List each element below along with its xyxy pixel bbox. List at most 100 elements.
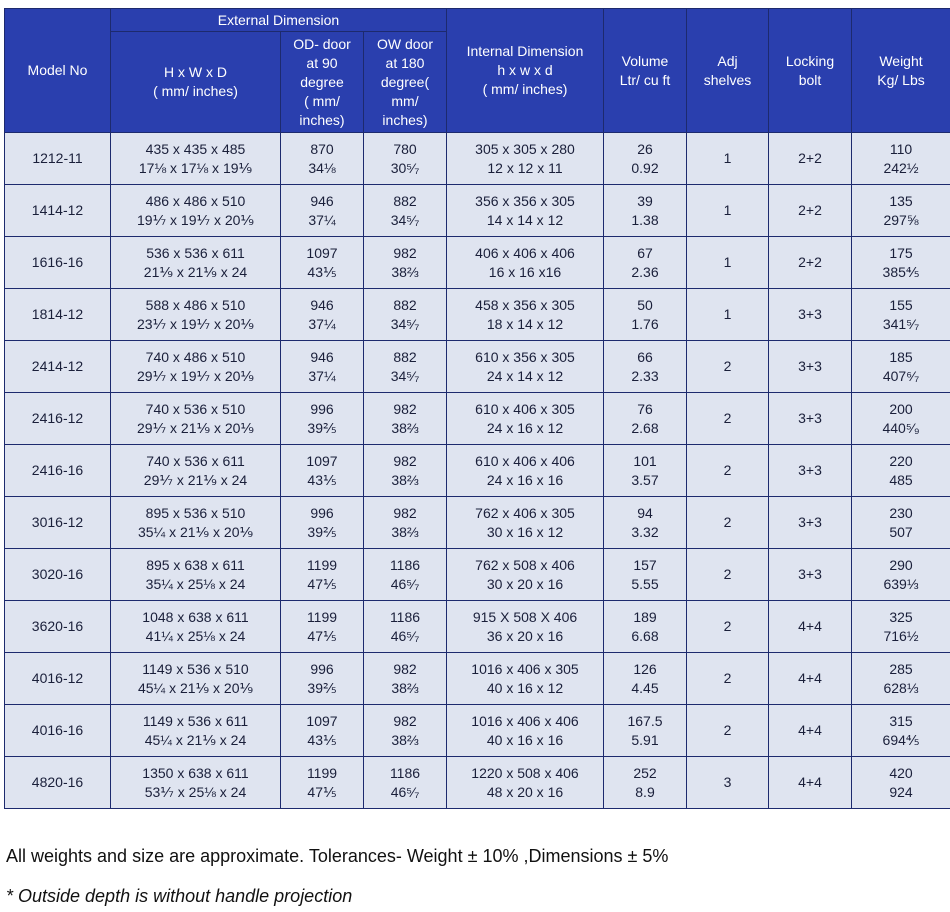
table-cell: 4820-16 bbox=[4, 756, 111, 809]
table-row: 4016-16 1149 x 536 x 611 45¼ x 21⅑ x 24 109… bbox=[4, 704, 950, 757]
cell-text: 29⅐ x 19⅐ x 20⅑ bbox=[137, 367, 254, 384]
cell-text: 43⅕ bbox=[307, 263, 337, 280]
cell-text: 407⁶⁄₇ bbox=[882, 367, 920, 384]
cell-text: 37¼ bbox=[308, 211, 336, 228]
cell-text: 43⅕ bbox=[307, 731, 337, 748]
table-cell: 882 34⁵⁄₇ bbox=[363, 288, 447, 341]
cell-text: 2 bbox=[723, 566, 732, 582]
cell-text: 41¼ x 25⅛ x 24 bbox=[145, 627, 246, 644]
table-cell: 126 4.45 bbox=[603, 652, 687, 705]
cell-text: 2414-12 bbox=[31, 358, 84, 374]
cell-text: 38⅔ bbox=[391, 523, 419, 540]
cell-text: Locking bbox=[785, 52, 835, 69]
cell-text: 47⅕ bbox=[307, 575, 337, 592]
cell-text: 30⁵⁄₇ bbox=[390, 159, 420, 176]
cell-text: 882 bbox=[393, 192, 417, 209]
cell-text: 1186 bbox=[389, 608, 421, 625]
table-cell: 94 3.32 bbox=[603, 496, 687, 549]
table-cell: 252 8.9 bbox=[603, 756, 687, 809]
table-cell: 1220 x 508 x 406 48 x 20 x 16 bbox=[446, 756, 604, 809]
table-cell: 290 639⅓ bbox=[851, 548, 950, 601]
cell-text: 53⅐ x 25⅛ x 24 bbox=[144, 783, 247, 800]
cell-text: degree bbox=[300, 73, 344, 90]
cell-text: 2 bbox=[723, 462, 732, 478]
table-cell: 67 2.36 bbox=[603, 236, 687, 289]
table-cell: 1212-11 bbox=[4, 132, 111, 185]
cell-text: 1212-11 bbox=[32, 150, 83, 166]
cell-text: 740 x 536 x 510 bbox=[145, 400, 246, 417]
cell-text: Internal Dimension bbox=[466, 43, 584, 59]
cell-text: 175 bbox=[889, 244, 913, 261]
cell-text: 762 x 508 x 406 bbox=[475, 556, 575, 573]
cell-text: 16 x 16 x16 bbox=[488, 263, 562, 280]
table-cell: 155 341⁵⁄₇ bbox=[851, 288, 950, 341]
cell-text: 4+4 bbox=[798, 618, 822, 634]
cell-text: Weight bbox=[879, 52, 923, 69]
cell-text: 8.9 bbox=[635, 783, 655, 800]
cell-text: 189 bbox=[633, 608, 657, 625]
cell-text: 996 bbox=[310, 504, 334, 521]
cell-text: 3+3 bbox=[798, 306, 822, 322]
cell-text: 5.55 bbox=[631, 575, 659, 592]
cell-text: 47⅕ bbox=[307, 783, 337, 800]
table-row: 2416-12 740 x 536 x 510 29⅐ x 21⅑ x 20⅑ 996… bbox=[4, 392, 950, 445]
table-row: 1616-16 536 x 536 x 611 21⅑ x 21⅑ x 24 1097… bbox=[4, 236, 950, 289]
table-cell: 2416-12 bbox=[4, 392, 111, 445]
cell-text: 341⁵⁄₇ bbox=[882, 315, 920, 332]
table-cell: 780 30⁵⁄₇ bbox=[363, 132, 447, 185]
cell-text: 67 bbox=[637, 244, 653, 261]
table-cell: 2 bbox=[686, 652, 769, 705]
cell-text: 4016-16 bbox=[31, 722, 84, 738]
cell-text: 740 x 486 x 510 bbox=[145, 348, 246, 365]
cell-text: 0.92 bbox=[631, 159, 659, 176]
table-cell: 982 38⅔ bbox=[363, 236, 447, 289]
table-cell: 3620-16 bbox=[4, 600, 111, 653]
cell-text: degree( bbox=[380, 73, 430, 90]
cell-text: 18 x 14 x 12 bbox=[486, 315, 564, 332]
table-cell: 1097 43⅕ bbox=[280, 704, 364, 757]
table-cell: 982 38⅔ bbox=[363, 652, 447, 705]
cell-text: 610 x 356 x 305 bbox=[475, 348, 575, 365]
cell-text: Adj bbox=[717, 52, 738, 69]
cell-text: 946 bbox=[310, 192, 334, 209]
cell-text: 1414-12 bbox=[31, 202, 84, 218]
cell-text: 1350 x 638 x 611 bbox=[142, 764, 249, 781]
table-cell: 996 39⅖ bbox=[280, 652, 364, 705]
table-cell: 1149 x 536 x 510 45¼ x 21⅑ x 20⅑ bbox=[110, 652, 281, 705]
cell-text: h x w x d bbox=[497, 62, 553, 78]
table-cell: 1199 47⅕ bbox=[280, 548, 364, 601]
cell-text: OD- door bbox=[293, 35, 351, 52]
table-cell: 4+4 bbox=[768, 756, 852, 809]
table-cell: 1016 x 406 x 406 40 x 16 x 16 bbox=[446, 704, 604, 757]
cell-text: 220 bbox=[889, 452, 913, 469]
cell-text: 66 bbox=[637, 348, 653, 365]
cell-text: 34⁵⁄₇ bbox=[390, 315, 420, 332]
group-header: External Dimension bbox=[110, 8, 447, 32]
table-cell: 2 bbox=[686, 340, 769, 393]
cell-text: 35¼ x 21⅑ x 20⅑ bbox=[137, 523, 254, 540]
table-cell: 157 5.55 bbox=[603, 548, 687, 601]
table-row: 3016-12 895 x 536 x 510 35¼ x 21⅑ x 20⅑ 996… bbox=[4, 496, 950, 549]
table-cell: 895 x 536 x 510 35¼ x 21⅑ x 20⅑ bbox=[110, 496, 281, 549]
table-cell: 2 bbox=[686, 392, 769, 445]
table-cell: 26 0.92 bbox=[603, 132, 687, 185]
cell-text: 895 x 638 x 611 bbox=[146, 556, 245, 573]
table-cell: 882 34⁵⁄₇ bbox=[363, 340, 447, 393]
cell-text: 915 X 508 X 406 bbox=[472, 608, 578, 625]
cell-text: 24 x 16 x 12 bbox=[486, 419, 564, 436]
table-cell: 1149 x 536 x 611 45¼ x 21⅑ x 24 bbox=[110, 704, 281, 757]
cell-text: 420 bbox=[889, 764, 913, 781]
cell-text: 2.68 bbox=[631, 419, 659, 436]
table-cell: 915 X 508 X 406 36 x 20 x 16 bbox=[446, 600, 604, 653]
cell-text: 982 bbox=[393, 660, 417, 677]
table-cell: 356 x 356 x 305 14 x 14 x 12 bbox=[446, 184, 604, 237]
cell-text: 47⅕ bbox=[307, 627, 337, 644]
table-cell: 2 bbox=[686, 548, 769, 601]
table-cell: 220 485 bbox=[851, 444, 950, 497]
cell-text: 1048 x 638 x 611 bbox=[142, 608, 249, 625]
table-cell: 3020-16 bbox=[4, 548, 111, 601]
table-cell: 3 bbox=[686, 756, 769, 809]
table-cell: 2 bbox=[686, 600, 769, 653]
table-cell: 1 bbox=[686, 132, 769, 185]
table-cell: 610 x 406 x 406 24 x 16 x 16 bbox=[446, 444, 604, 497]
